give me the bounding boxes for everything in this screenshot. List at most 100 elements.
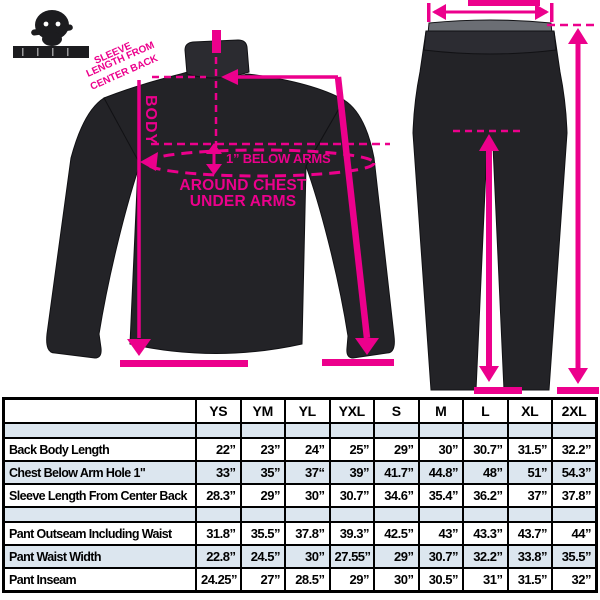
body-arrowhead-down [127, 339, 151, 356]
table-header-row: YS YM YL YXL S M L XL 2XL [2, 397, 598, 424]
outseam-hem-bar [557, 387, 599, 394]
size-value-cell: 30” [284, 483, 331, 508]
spacer-cell [506, 422, 553, 439]
table-row: Pant Waist Width 22.8” 24.5” 30” 27.55” 29” 30… [2, 544, 598, 569]
logo-wordmark [13, 46, 89, 58]
measurement-diagram: BODY SLEEVE LENGTH FROM CENTER BACK 1” B… [13, 0, 599, 394]
around-chest-label-line1: AROUND CHEST [179, 177, 307, 194]
size-table: YS YM YL YXL S M L XL 2XL Back Body Length 22” 23” 2… [2, 397, 598, 593]
logo-wordmark-detail [37, 48, 39, 56]
size-value-cell: 32” [551, 567, 598, 593]
spacer-cell [239, 506, 286, 523]
inseam-arrowhead-up [479, 134, 499, 151]
size-col-header: M [417, 397, 464, 424]
logo-hat-brim-icon [31, 24, 73, 36]
size-value-cell: 29” [328, 567, 375, 593]
logo-eye-icon [43, 21, 49, 27]
row-label: Back Body Length [2, 437, 197, 462]
spacer-cell [373, 506, 420, 523]
logo-wordmark-detail [22, 48, 24, 56]
size-value-cell: 31.8” [195, 521, 242, 546]
spacer-cell [239, 422, 286, 439]
size-value-cell: 29” [373, 437, 420, 462]
outseam-arrowhead-down [568, 368, 588, 384]
size-value-cell: 30” [417, 437, 464, 462]
jacket-graphic [46, 39, 395, 359]
size-value-cell: 27.55” [328, 544, 375, 569]
spacer-cell [551, 506, 598, 523]
size-value-cell: 34.6” [373, 483, 420, 508]
size-value-cell: 31.5” [506, 567, 553, 593]
spacer-cell [328, 422, 375, 439]
size-value-cell: 33.8” [506, 544, 553, 569]
row-label: Pant Outseam Including Waist [2, 521, 197, 546]
size-value-cell: 24” [284, 437, 331, 462]
chest-ellipse-arrowhead [140, 152, 158, 171]
size-value-cell: 30.5” [417, 567, 464, 593]
waist-width-right-tick [550, 3, 554, 22]
below-arms-arrowhead-down [206, 164, 222, 175]
row-label: Chest Below Arm Hole 1" [2, 460, 197, 485]
size-col-header: 2XL [551, 397, 598, 424]
size-value-cell: 22.8” [195, 544, 242, 569]
measurement-annotations: BODY SLEEVE LENGTH FROM CENTER BACK 1” B… [85, 0, 599, 394]
jacket-left-sleeve [46, 97, 141, 359]
spacer-cell [328, 506, 375, 523]
spacer-cell [2, 506, 197, 523]
size-value-cell: 43” [417, 521, 464, 546]
size-value-cell: 30” [373, 567, 420, 593]
logo-jaw-icon [42, 32, 62, 46]
clipped-waist-label-fragment [468, 0, 540, 6]
sleeve-measure-diagonal-line [334, 76, 371, 339]
size-value-cell: 30.7” [417, 544, 464, 569]
size-col-header: YL [284, 397, 331, 424]
size-value-cell: 35.4” [417, 483, 464, 508]
size-value-cell: 39.3” [328, 521, 375, 546]
size-col-header: XL [506, 397, 553, 424]
size-value-cell: 30.7” [328, 483, 375, 508]
size-value-cell: 41.7” [373, 460, 420, 485]
size-value-cell: 22” [195, 437, 242, 462]
inseam-arrowhead-down [479, 366, 499, 382]
size-value-cell: 35.5” [239, 521, 286, 546]
chest-girth-ellipse [144, 148, 376, 178]
size-value-cell: 25” [328, 437, 375, 462]
size-value-cell: 42.5” [373, 521, 420, 546]
table-row: Back Body Length 22” 23” 24” 25” 29” 30” 30.7” 3… [2, 437, 598, 462]
table-row: Pant Outseam Including Waist 31.8” 35.5” 37… [2, 521, 598, 546]
waist-arrowhead-right [535, 4, 549, 20]
spacer-cell [284, 506, 331, 523]
size-value-cell: 44.8” [417, 460, 464, 485]
size-value-cell: 33” [195, 460, 242, 485]
spacer-cell [373, 422, 420, 439]
size-col-header: YXL [328, 397, 375, 424]
outseam-arrowhead-up [568, 28, 588, 44]
spacer-cell [551, 422, 598, 439]
size-value-cell: 31.5” [506, 437, 553, 462]
size-value-cell: 23” [239, 437, 286, 462]
size-value-cell: 54.3” [551, 460, 598, 485]
logo-eye-icon [55, 21, 61, 27]
inseam-hem-bar [474, 387, 522, 394]
size-value-cell: 27” [239, 567, 286, 593]
hem-baseline-bar [120, 360, 248, 367]
spacer-cell [284, 422, 331, 439]
size-value-cell: 29” [373, 544, 420, 569]
spacer-row [2, 506, 598, 523]
center-back-arrowhead [221, 69, 238, 85]
table-row: Pant Inseam 24.25” 27” 28.5” 29” 30” 30.5” 31” 3… [2, 567, 598, 593]
waist-arrowhead-left [432, 4, 446, 20]
spacer-cell [2, 422, 197, 439]
size-value-cell: 44” [551, 521, 598, 546]
spacer-cell [417, 422, 464, 439]
size-value-cell: 30” [284, 544, 331, 569]
size-value-cell: 32.2” [551, 437, 598, 462]
size-value-cell: 29” [239, 483, 286, 508]
logo-wordmark-detail [67, 48, 69, 56]
spacer-cell [417, 506, 464, 523]
pants-waistband [423, 30, 557, 55]
sleeve-arrowhead-down [355, 338, 379, 355]
size-value-cell: 24.25” [195, 567, 242, 593]
table-row: Sleeve Length From Center Back 28.3” 29” 30… [2, 483, 598, 508]
